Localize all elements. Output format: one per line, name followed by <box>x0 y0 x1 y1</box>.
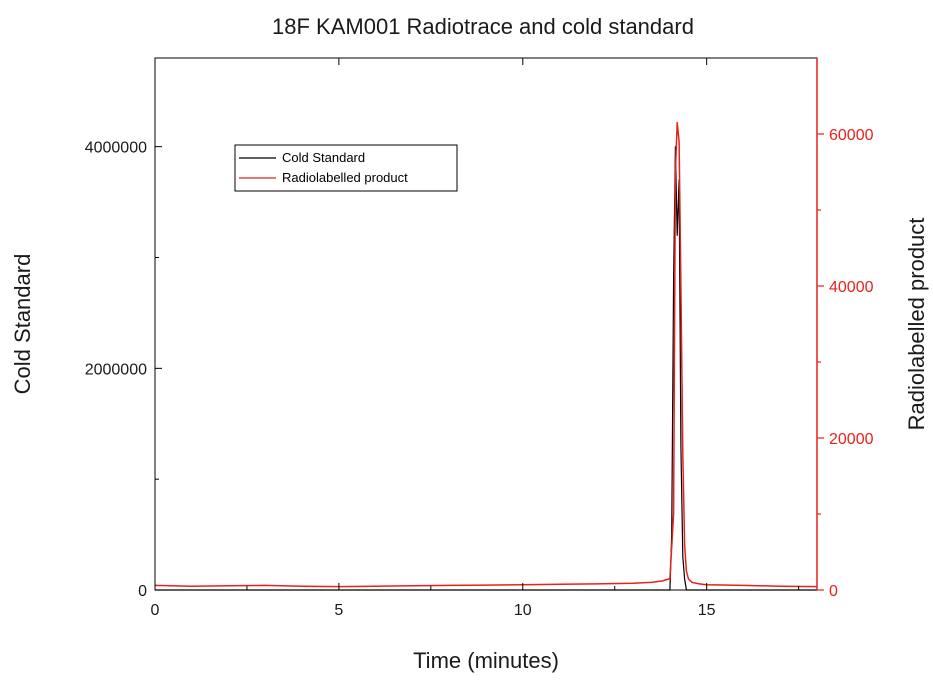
legend-label-cold-standard: Cold Standard <box>282 150 365 165</box>
y-left-axis-ticks: 0 2000000 4000000 <box>85 140 162 600</box>
x-axis-ticks: 0 5 10 15 <box>151 58 800 619</box>
series-line-cold-standard <box>155 146 817 591</box>
y-right-tick-label: 60000 <box>829 127 874 144</box>
legend-label-radiolabelled-product: Radiolabelled product <box>282 170 408 185</box>
y-right-tick-label: 0 <box>829 583 838 600</box>
x-tick-label: 10 <box>514 602 532 619</box>
legend: Cold Standard Radiolabelled product <box>234 144 458 192</box>
legend-box <box>234 144 458 192</box>
y-left-tick-label: 4000000 <box>85 140 147 157</box>
series-line-radiolabelled-product <box>154 121 818 588</box>
y-right-axis-title: Radiolabelled product <box>904 218 929 431</box>
y-left-tick-label: 0 <box>138 583 147 600</box>
series-layer <box>154 121 818 591</box>
plot-frame <box>154 57 818 591</box>
y-left-tick-label: 2000000 <box>85 361 147 378</box>
y-left-axis-title: Cold Standard <box>10 254 35 395</box>
x-tick-label: 15 <box>698 602 716 619</box>
x-tick-label: 5 <box>334 602 343 619</box>
y-right-axis-ticks: 0 20000 40000 60000 <box>817 127 874 600</box>
y-right-tick-label: 20000 <box>829 431 874 448</box>
chart-title: 18F KAM001 Radiotrace and cold standard <box>272 14 694 39</box>
x-tick-label: 0 <box>151 602 160 619</box>
y-right-tick-label: 40000 <box>829 279 874 296</box>
x-axis-title: Time (minutes) <box>413 648 559 673</box>
